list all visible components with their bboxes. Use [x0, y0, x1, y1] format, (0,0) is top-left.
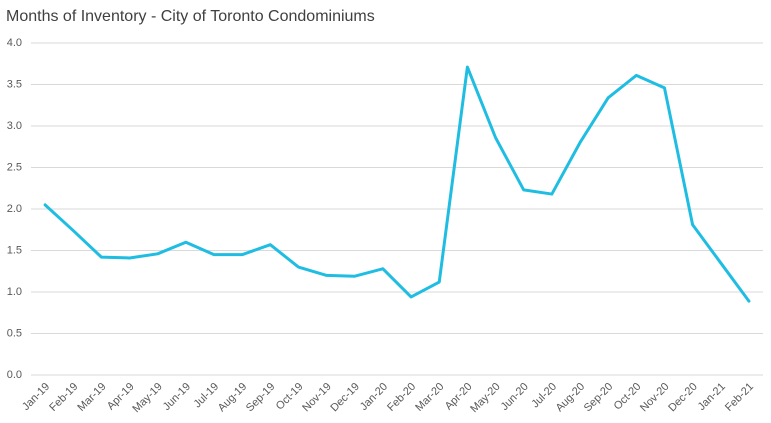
x-tick-label: Mar-20: [413, 381, 446, 414]
y-tick-label: 1.5: [7, 244, 22, 256]
y-tick-label: 2.5: [7, 161, 22, 173]
x-tick-label: Jan-21: [696, 381, 728, 413]
x-tick-label: Aug-20: [554, 381, 588, 415]
y-tick-label: 1.0: [7, 286, 22, 298]
x-tick-label: Dec-20: [666, 381, 700, 415]
y-tick-label: 3.0: [7, 120, 22, 132]
x-tick-label: Aug-19: [216, 381, 250, 415]
x-tick-label: Feb-20: [385, 381, 418, 414]
x-tick-label: Mar-19: [75, 381, 108, 414]
x-tick-label: Feb-19: [47, 381, 80, 414]
x-tick-label: Dec-19: [328, 381, 362, 415]
x-tick-label: Feb-21: [723, 381, 756, 414]
x-tick-label: Jan-19: [20, 381, 52, 413]
chart-title: Months of Inventory - City of Toronto Co…: [6, 8, 375, 25]
x-tick-label: Nov-20: [638, 381, 672, 415]
x-tick-label: Jun-20: [499, 381, 531, 413]
x-tick-label: May-19: [130, 381, 164, 415]
x-tick-label: May-20: [468, 381, 502, 415]
y-tick-label: 2.0: [7, 203, 22, 215]
data-line: [43, 65, 751, 303]
y-tick-label: 0.5: [7, 327, 22, 339]
x-tick-label: Sep-19: [244, 381, 278, 415]
x-tick-label: Sep-20: [582, 381, 616, 415]
y-tick-label: 4.0: [7, 37, 22, 49]
y-tick-label: 3.5: [7, 78, 22, 90]
y-tick-label: 0.0: [7, 369, 22, 381]
x-tick-label: Nov-19: [300, 381, 334, 415]
x-tick-label: Jun-19: [161, 381, 193, 413]
x-tick-label: Jan-20: [358, 381, 390, 413]
